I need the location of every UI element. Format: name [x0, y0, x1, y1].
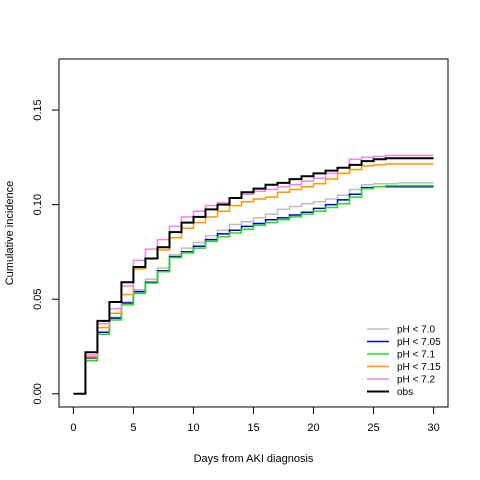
y-tick-label: 0.05	[32, 288, 44, 309]
x-tick-label: 5	[130, 422, 136, 434]
x-axis: 0 5 10 15 20 25 30	[70, 406, 440, 434]
series-layer	[73, 154, 434, 395]
series-line-ph-7-1	[73, 184, 434, 395]
legend-label: pH < 7.2	[397, 375, 436, 386]
y-tick-label: 0.00	[32, 383, 44, 404]
y-tick-label: 0.10	[32, 194, 44, 215]
y-tick-label: 0.15	[32, 99, 44, 120]
series-line-obs	[73, 157, 434, 395]
legend-label: pH < 7.15	[397, 362, 441, 373]
x-tick-label: 25	[367, 422, 379, 434]
x-tick-label: 20	[307, 422, 319, 434]
y-axis: 0.00 0.05 0.10 0.15	[32, 99, 60, 404]
x-tick-label: 10	[187, 422, 199, 434]
y-axis-title: Cumulative incidence	[4, 181, 16, 286]
x-tick-label: 30	[427, 422, 439, 434]
x-axis-title: Days from AKI diagnosis	[194, 453, 314, 465]
legend-label: pH < 7.0	[397, 325, 436, 336]
legend-label: obs	[397, 387, 413, 398]
legend-label: pH < 7.1	[397, 350, 436, 361]
x-tick-label: 0	[70, 422, 76, 434]
x-tick-label: 15	[247, 422, 259, 434]
legend: pH < 7.0pH < 7.05 pH < 7.1pH < 7.15 pH < 7…	[367, 325, 441, 398]
legend-label: pH < 7.05	[397, 337, 441, 348]
